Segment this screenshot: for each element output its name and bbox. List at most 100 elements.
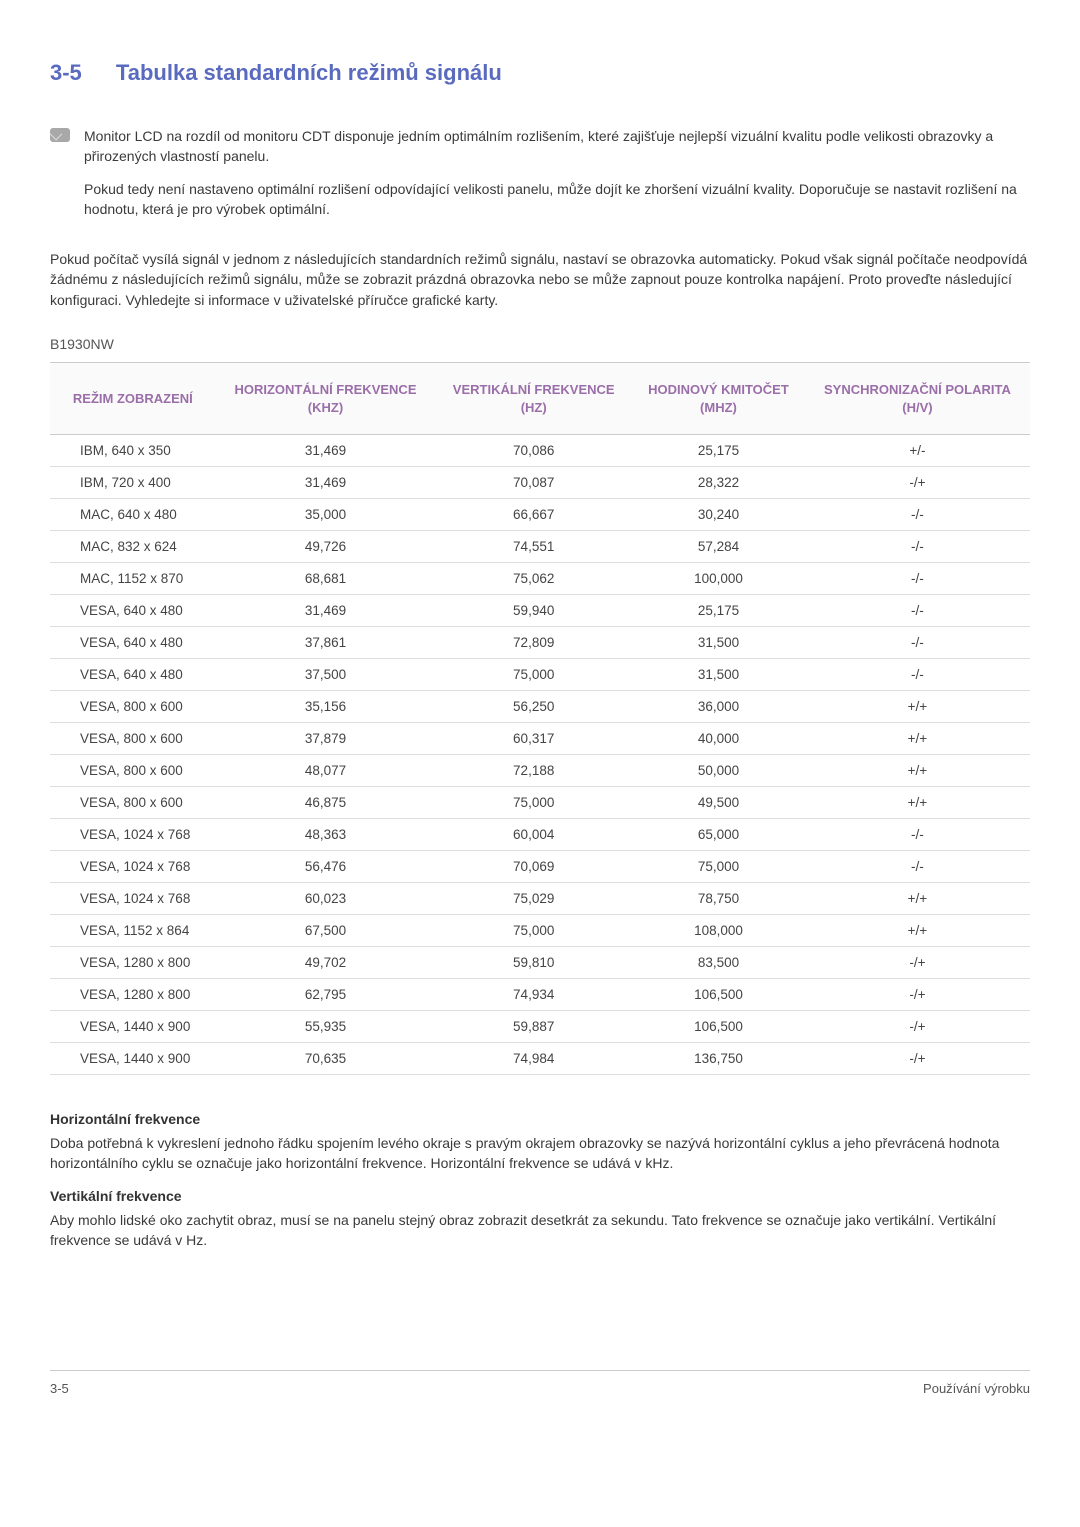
table-cell: -/- [805, 659, 1030, 691]
table-cell: 31,469 [216, 435, 436, 467]
table-cell: VESA, 640 x 480 [50, 595, 216, 627]
table-cell: 37,500 [216, 659, 436, 691]
table-cell: +/+ [805, 787, 1030, 819]
table-cell: 83,500 [632, 947, 805, 979]
table-cell: +/+ [805, 915, 1030, 947]
note-icon [50, 128, 70, 142]
table-cell: +/+ [805, 723, 1030, 755]
table-cell: -/+ [805, 467, 1030, 499]
table-cell: -/+ [805, 979, 1030, 1011]
table-cell: 75,000 [435, 915, 632, 947]
table-row: IBM, 640 x 35031,46970,08625,175+/- [50, 435, 1030, 467]
table-cell: 72,809 [435, 627, 632, 659]
table-row: VESA, 1024 x 76856,47670,06975,000-/- [50, 851, 1030, 883]
table-cell: 56,250 [435, 691, 632, 723]
table-cell: 106,500 [632, 979, 805, 1011]
table-cell: 40,000 [632, 723, 805, 755]
table-cell: 136,750 [632, 1043, 805, 1075]
table-cell: 70,086 [435, 435, 632, 467]
body-paragraph: Pokud počítač vysílá signál v jednom z n… [50, 249, 1030, 310]
table-cell: 106,500 [632, 1011, 805, 1043]
table-cell: 59,940 [435, 595, 632, 627]
table-cell: 62,795 [216, 979, 436, 1011]
table-cell: 48,363 [216, 819, 436, 851]
note-paragraph-1: Monitor LCD na rozdíl od monitoru CDT di… [84, 126, 1030, 167]
table-cell: 60,023 [216, 883, 436, 915]
table-cell: -/- [805, 531, 1030, 563]
table-cell: 37,861 [216, 627, 436, 659]
table-cell: MAC, 832 x 624 [50, 531, 216, 563]
table-cell: 37,879 [216, 723, 436, 755]
table-cell: 75,029 [435, 883, 632, 915]
table-cell: 74,934 [435, 979, 632, 1011]
table-row: VESA, 800 x 60035,15656,25036,000+/+ [50, 691, 1030, 723]
table-cell: 60,317 [435, 723, 632, 755]
table-cell: VESA, 1280 x 800 [50, 979, 216, 1011]
table-cell: 70,069 [435, 851, 632, 883]
table-cell: VESA, 1024 x 768 [50, 819, 216, 851]
table-row: VESA, 800 x 60046,87575,00049,500+/+ [50, 787, 1030, 819]
table-cell: 25,175 [632, 595, 805, 627]
table-cell: VESA, 800 x 600 [50, 755, 216, 787]
table-cell: 57,284 [632, 531, 805, 563]
table-row: MAC, 640 x 48035,00066,66730,240-/- [50, 499, 1030, 531]
table-cell: 31,469 [216, 467, 436, 499]
table-cell: 25,175 [632, 435, 805, 467]
table-row: VESA, 640 x 48037,86172,80931,500-/- [50, 627, 1030, 659]
table-column-header: REŽIM ZOBRAZENÍ [50, 363, 216, 435]
table-cell: VESA, 800 x 600 [50, 723, 216, 755]
table-row: VESA, 1440 x 90070,63574,984136,750-/+ [50, 1043, 1030, 1075]
table-cell: +/- [805, 435, 1030, 467]
table-cell: 78,750 [632, 883, 805, 915]
table-cell: 35,000 [216, 499, 436, 531]
note-body: Monitor LCD na rozdíl od monitoru CDT di… [84, 126, 1030, 231]
table-cell: 49,726 [216, 531, 436, 563]
table-cell: 72,188 [435, 755, 632, 787]
table-cell: 35,156 [216, 691, 436, 723]
table-cell: 66,667 [435, 499, 632, 531]
table-row: MAC, 1152 x 87068,68175,062100,000-/- [50, 563, 1030, 595]
section-heading: 3-5 Tabulka standardních režimů signálu [50, 60, 1030, 86]
model-label: B1930NW [50, 336, 1030, 352]
table-cell: VESA, 800 x 600 [50, 787, 216, 819]
table-cell: VESA, 1152 x 864 [50, 915, 216, 947]
table-cell: 50,000 [632, 755, 805, 787]
table-cell: VESA, 640 x 480 [50, 627, 216, 659]
footer-chapter-name: Používání výrobku [923, 1381, 1030, 1396]
table-cell: 31,500 [632, 659, 805, 691]
table-row: VESA, 640 x 48031,46959,94025,175-/- [50, 595, 1030, 627]
page-footer: 3-5 Používání výrobku [50, 1370, 1030, 1396]
table-cell: 48,077 [216, 755, 436, 787]
table-cell: VESA, 1024 x 768 [50, 851, 216, 883]
table-cell: 55,935 [216, 1011, 436, 1043]
table-cell: -/+ [805, 947, 1030, 979]
table-cell: +/+ [805, 755, 1030, 787]
horizontal-frequency-text: Doba potřebná k vykreslení jednoho řádku… [50, 1133, 1030, 1174]
table-column-header: HODINOVÝ KMITOČET(MHZ) [632, 363, 805, 435]
table-cell: IBM, 720 x 400 [50, 467, 216, 499]
table-cell: 59,810 [435, 947, 632, 979]
section-title-text: Tabulka standardních režimů signálu [116, 60, 502, 85]
note-paragraph-2: Pokud tedy není nastaveno optimální rozl… [84, 179, 1030, 220]
table-cell: VESA, 1024 x 768 [50, 883, 216, 915]
table-cell: VESA, 1280 x 800 [50, 947, 216, 979]
table-cell: 49,702 [216, 947, 436, 979]
table-row: VESA, 1280 x 80062,79574,934106,500-/+ [50, 979, 1030, 1011]
table-row: VESA, 800 x 60048,07772,18850,000+/+ [50, 755, 1030, 787]
table-cell: 70,087 [435, 467, 632, 499]
table-cell: +/+ [805, 883, 1030, 915]
table-column-header: HORIZONTÁLNÍ FREKVENCE(KHZ) [216, 363, 436, 435]
table-cell: 67,500 [216, 915, 436, 947]
table-row: VESA, 1440 x 90055,93559,887106,500-/+ [50, 1011, 1030, 1043]
table-column-header: VERTIKÁLNÍ FREKVENCE(HZ) [435, 363, 632, 435]
table-cell: 65,000 [632, 819, 805, 851]
table-cell: IBM, 640 x 350 [50, 435, 216, 467]
table-cell: -/+ [805, 1011, 1030, 1043]
table-cell: 28,322 [632, 467, 805, 499]
table-cell: 68,681 [216, 563, 436, 595]
table-cell: +/+ [805, 691, 1030, 723]
table-cell: -/+ [805, 1043, 1030, 1075]
table-cell: -/- [805, 851, 1030, 883]
table-cell: 74,551 [435, 531, 632, 563]
vertical-frequency-text: Aby mohlo lidské oko zachytit obraz, mus… [50, 1210, 1030, 1251]
